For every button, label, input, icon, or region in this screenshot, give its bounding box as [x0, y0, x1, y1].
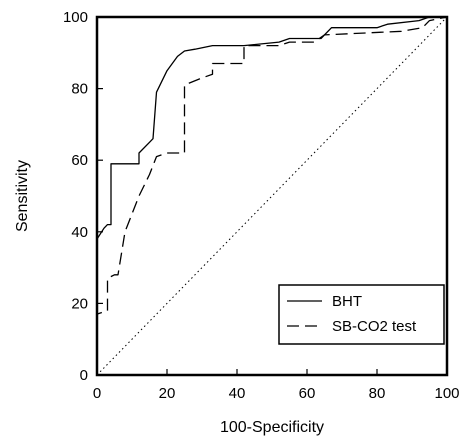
y-tick-label: 20 — [71, 295, 88, 312]
legend-box — [278, 284, 445, 345]
y-tick-label: 0 — [80, 367, 88, 384]
y-axis-ticks: 0 20 40 60 80 100 — [63, 9, 103, 384]
y-tick-label: 40 — [71, 224, 88, 241]
x-tick-label: 20 — [159, 385, 176, 402]
legend: BHT SB-CO2 test — [278, 284, 445, 345]
y-axis-label: Sensitivity — [14, 160, 31, 232]
series-line-sb-co2-test — [96, 16, 448, 375]
x-axis-label: 100-Specificity — [220, 419, 324, 436]
x-tick-label: 0 — [93, 385, 101, 402]
legend-label-sb-co2: SB-CO2 test — [332, 318, 417, 335]
y-tick-label: 60 — [71, 152, 88, 169]
y-tick-label: 100 — [63, 9, 88, 26]
legend-label-bht: BHT — [332, 293, 362, 310]
x-axis-ticks: 0 20 40 60 80 100 — [93, 369, 460, 402]
x-tick-label: 60 — [299, 385, 316, 402]
y-tick-label: 80 — [71, 81, 88, 98]
series-line-bht — [96, 16, 447, 375]
series-lines — [96, 16, 448, 375]
x-tick-label: 80 — [369, 385, 386, 402]
x-tick-label: 40 — [229, 385, 246, 402]
plot-area-frame — [95, 15, 449, 377]
x-tick-label: 100 — [434, 385, 459, 402]
